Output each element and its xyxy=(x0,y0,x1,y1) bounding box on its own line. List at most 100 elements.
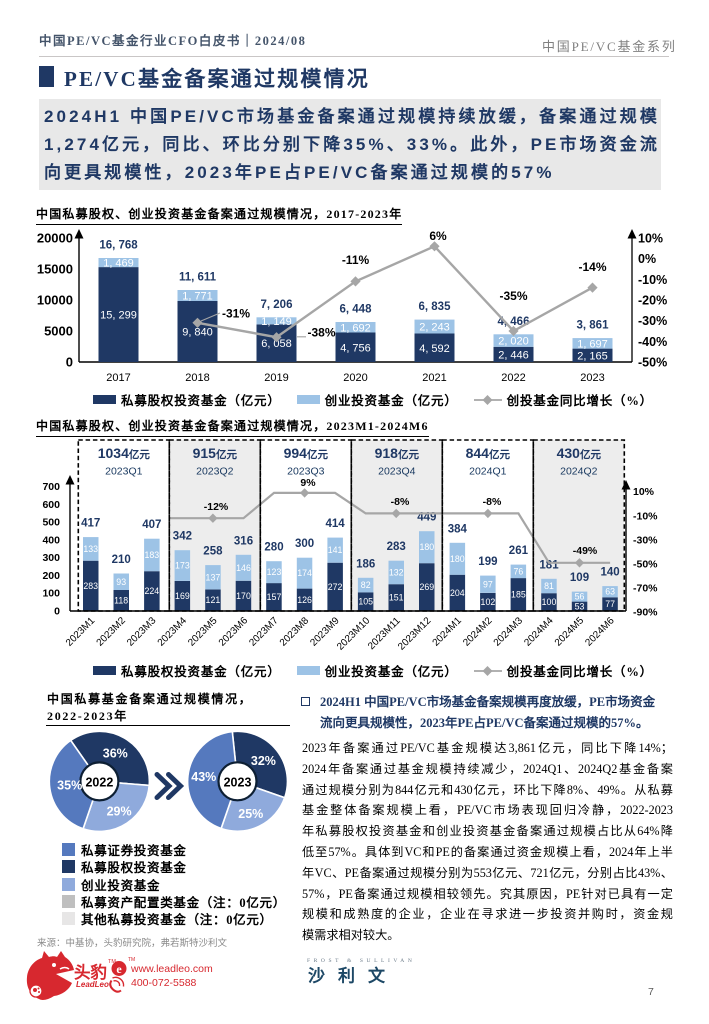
svg-text:384: 384 xyxy=(448,523,468,535)
svg-text:280: 280 xyxy=(264,542,283,554)
svg-text:4, 466: 4, 466 xyxy=(498,316,530,328)
svg-text:180: 180 xyxy=(419,542,434,552)
svg-text:-38%: -38% xyxy=(308,326,336,340)
svg-text:3, 861: 3, 861 xyxy=(577,320,610,332)
svg-text:283: 283 xyxy=(83,581,98,591)
svg-text:2023M8: 2023M8 xyxy=(278,615,312,649)
svg-text:-49%: -49% xyxy=(573,545,598,557)
svg-text:32%: 32% xyxy=(251,754,276,768)
svg-text:25%: 25% xyxy=(238,807,263,821)
svg-text:16, 768: 16, 768 xyxy=(99,240,138,252)
svg-text:133: 133 xyxy=(83,544,98,554)
svg-text:186: 186 xyxy=(356,558,375,570)
svg-text:2017: 2017 xyxy=(106,372,130,384)
svg-text:-10%: -10% xyxy=(633,510,658,522)
svg-text:76: 76 xyxy=(514,566,524,576)
svg-text:2023M5: 2023M5 xyxy=(186,615,220,649)
svg-text:261: 261 xyxy=(509,545,529,557)
svg-text:15, 299: 15, 299 xyxy=(100,310,137,322)
svg-text:2023M3: 2023M3 xyxy=(125,615,159,649)
svg-text:2024M3: 2024M3 xyxy=(492,615,526,649)
svg-text:1, 697: 1, 697 xyxy=(577,338,608,350)
svg-text:102: 102 xyxy=(481,597,496,607)
svg-text:174: 174 xyxy=(297,568,312,578)
svg-text:29%: 29% xyxy=(107,805,132,819)
svg-text:105: 105 xyxy=(358,597,373,607)
svg-text:53: 53 xyxy=(575,601,585,611)
svg-text:-40%: -40% xyxy=(638,335,667,349)
svg-text:2023M6: 2023M6 xyxy=(217,615,251,649)
svg-text:4, 756: 4, 756 xyxy=(340,342,371,354)
svg-text:2023M12: 2023M12 xyxy=(396,615,434,653)
svg-text:-30%: -30% xyxy=(633,534,658,546)
svg-text:-14%: -14% xyxy=(578,260,606,274)
svg-text:FROST & SULLIVAN: FROST & SULLIVAN xyxy=(307,958,415,964)
svg-text:2024M5: 2024M5 xyxy=(553,615,587,649)
svg-text:2024M4: 2024M4 xyxy=(522,615,556,649)
svg-text:2, 243: 2, 243 xyxy=(419,322,450,334)
svg-text:173: 173 xyxy=(175,561,190,571)
svg-text:2020: 2020 xyxy=(343,372,367,384)
svg-text:417: 417 xyxy=(81,518,100,530)
svg-text:121: 121 xyxy=(206,595,221,605)
svg-text:915亿元: 915亿元 xyxy=(193,445,238,461)
svg-text:2023M2: 2023M2 xyxy=(95,615,129,649)
svg-text:0: 0 xyxy=(54,606,60,618)
svg-text:TM: TM xyxy=(108,959,116,965)
svg-text:0: 0 xyxy=(66,355,73,370)
svg-text:2023M1: 2023M1 xyxy=(64,615,98,649)
svg-text:77: 77 xyxy=(605,599,615,609)
svg-text:199: 199 xyxy=(478,556,497,568)
svg-text:www.leadleo.com: www.leadleo.com xyxy=(130,963,213,975)
svg-text:300: 300 xyxy=(295,538,314,550)
svg-text:258: 258 xyxy=(203,546,223,558)
svg-text:1034亿元: 1034亿元 xyxy=(98,445,151,461)
svg-text:100: 100 xyxy=(542,597,557,607)
svg-text:-12%: -12% xyxy=(204,501,229,513)
svg-text:35%: 35% xyxy=(57,779,82,793)
svg-text:1, 771: 1, 771 xyxy=(182,291,213,303)
svg-text:82: 82 xyxy=(361,580,371,590)
svg-text:7, 206: 7, 206 xyxy=(261,299,293,311)
svg-text:400: 400 xyxy=(42,534,60,546)
svg-text:2024M1: 2024M1 xyxy=(431,615,465,649)
svg-text:185: 185 xyxy=(511,590,526,600)
svg-text:2, 020: 2, 020 xyxy=(498,336,529,348)
svg-text:-8%: -8% xyxy=(391,496,410,508)
svg-text:-10%: -10% xyxy=(638,273,667,287)
svg-text:2018: 2018 xyxy=(185,372,209,384)
svg-text:2023: 2023 xyxy=(224,775,252,789)
svg-text:137: 137 xyxy=(206,572,221,582)
svg-text:2023Q2: 2023Q2 xyxy=(196,466,234,478)
svg-text:400-072-5588: 400-072-5588 xyxy=(131,977,197,989)
svg-text:10000: 10000 xyxy=(37,293,73,308)
svg-text:6, 835: 6, 835 xyxy=(419,301,452,313)
svg-text:97: 97 xyxy=(483,579,493,589)
svg-text:151: 151 xyxy=(389,593,404,603)
svg-text:200: 200 xyxy=(42,570,60,582)
svg-text:1, 469: 1, 469 xyxy=(103,258,134,270)
svg-text:56: 56 xyxy=(575,592,585,602)
svg-text:7: 7 xyxy=(648,986,654,998)
svg-text:449: 449 xyxy=(417,512,436,524)
svg-text:LeadLeo: LeadLeo xyxy=(76,980,109,989)
svg-text:0%: 0% xyxy=(638,252,656,266)
svg-text:1, 692: 1, 692 xyxy=(340,322,371,334)
svg-text:6, 448: 6, 448 xyxy=(340,304,373,316)
svg-text:10%: 10% xyxy=(638,232,663,246)
svg-text:2023M7: 2023M7 xyxy=(247,615,281,649)
svg-text:头豹: 头豹 xyxy=(74,962,107,982)
svg-text:2024Q2: 2024Q2 xyxy=(560,466,598,478)
svg-text:10%: 10% xyxy=(633,486,655,498)
svg-text:181: 181 xyxy=(539,559,559,571)
svg-text:180: 180 xyxy=(450,554,465,564)
svg-text:43%: 43% xyxy=(191,770,216,784)
svg-text:6, 058: 6, 058 xyxy=(261,338,292,350)
svg-text:2023Q3: 2023Q3 xyxy=(287,466,325,478)
svg-text:2023M4: 2023M4 xyxy=(156,615,190,649)
svg-text:6%: 6% xyxy=(429,229,447,243)
svg-text:300: 300 xyxy=(42,552,60,564)
svg-text:141: 141 xyxy=(328,545,343,555)
svg-text:183: 183 xyxy=(144,550,159,560)
svg-text:11, 611: 11, 611 xyxy=(179,272,217,284)
